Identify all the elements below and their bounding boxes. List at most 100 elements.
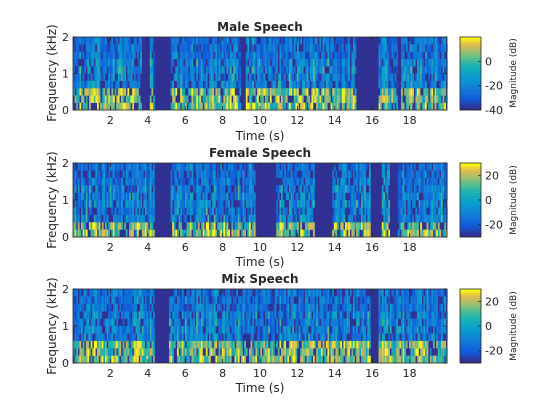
spectrogram-cell (357, 229, 360, 238)
spectrogram-cell (431, 73, 434, 81)
spectrogram-cell (133, 348, 136, 356)
spectrogram-cell (191, 102, 194, 111)
spectrogram-cell (388, 58, 390, 67)
spectrogram-cell (330, 311, 333, 319)
spectrogram-cell (226, 289, 229, 297)
spectrogram-cell (226, 222, 229, 230)
spectrogram-cell (308, 222, 310, 230)
spectrogram-cell (177, 102, 179, 111)
spectrogram-cell (284, 58, 286, 67)
spectrogram-cell (311, 185, 314, 193)
spectrogram-cell (287, 170, 290, 178)
spectrogram-cell (242, 192, 245, 201)
spectrogram-cell (125, 326, 128, 334)
spectrogram-cell (297, 200, 299, 208)
spectrogram-cell (301, 303, 304, 312)
spectrogram-cell (209, 95, 211, 103)
spectrogram-cell (353, 340, 355, 349)
spectrogram-cell (324, 51, 326, 60)
spectrogram-cell (293, 44, 296, 52)
spectrogram-cell (337, 95, 339, 103)
spectrogram-cell (76, 58, 78, 67)
spectrogram-cell (383, 66, 386, 74)
spectrogram-cell (92, 192, 94, 201)
spectrogram-cell (250, 326, 253, 334)
spectrogram-cell (410, 355, 413, 364)
spectrogram-cell (258, 289, 261, 297)
spectrogram-cell (79, 348, 82, 356)
spectrogram-cell (431, 229, 434, 238)
spectrogram-cell (300, 177, 302, 186)
spectrogram-cell (98, 51, 101, 60)
spectrogram-cell (133, 51, 136, 60)
spectrogram-cell (305, 340, 307, 349)
spectrogram-cell (441, 88, 443, 96)
spectrogram-cell (97, 88, 99, 96)
spectrogram-cell (308, 200, 310, 208)
spectrogram-cell (189, 340, 192, 349)
spectrogram-cell (305, 311, 307, 319)
spectrogram-cell (359, 333, 362, 341)
spectrogram-cell (76, 289, 78, 297)
spectrogram-cell (305, 66, 307, 74)
spectrogram-cell (365, 177, 368, 186)
spectrogram-cell (223, 318, 226, 327)
spectrogram-cell (258, 80, 261, 89)
spectrogram-cell (143, 200, 146, 208)
spectrogram-cell (108, 163, 110, 171)
spectrogram-cell (385, 102, 387, 111)
spectrogram-cell (226, 333, 229, 341)
spectrogram-cell (263, 340, 266, 349)
spectrogram-cell (207, 200, 210, 208)
spectrogram-cell (175, 303, 178, 312)
spectrogram-cell (124, 355, 126, 364)
spectrogram-cell (292, 326, 294, 334)
spectrogram-cell (106, 333, 109, 341)
colorbar-swatch (460, 170, 481, 173)
spectrogram-cell (111, 326, 114, 334)
spectrogram-cell (407, 296, 410, 304)
spectrogram-cell (418, 102, 421, 111)
spectrogram-cell (441, 44, 443, 52)
spectrogram-cell (180, 303, 182, 312)
spectrogram-cell (397, 163, 400, 171)
spectrogram-cell (212, 88, 214, 96)
spectrogram-cell (426, 311, 429, 319)
spectrogram-cell (295, 58, 298, 67)
spectrogram-cell (100, 177, 102, 186)
spectrogram-cell (84, 37, 86, 45)
spectrogram-cell (249, 222, 251, 230)
spectrogram-cell (181, 311, 184, 319)
spectrogram-cell (223, 326, 226, 334)
spectrogram-cell (172, 222, 174, 230)
spectrogram-cell (239, 207, 242, 215)
spectrogram-cell (252, 58, 254, 67)
spectrogram-cell (239, 303, 242, 312)
spectrogram-cell (84, 88, 86, 96)
spectrogram-cell (191, 177, 194, 186)
spectrogram-cell (327, 37, 330, 45)
spectrogram-cell (82, 192, 85, 201)
spectrogram-cell (209, 311, 211, 319)
spectrogram-cell (209, 214, 211, 223)
spectrogram-cell (92, 222, 94, 230)
spectrogram-cell (351, 311, 354, 319)
spectrogram-cell (293, 88, 296, 96)
spectrogram-cell (441, 163, 443, 171)
spectrogram-cell (257, 44, 259, 52)
spectrogram-cell (367, 214, 370, 223)
spectrogram-cell (298, 80, 301, 89)
spectrogram-cell (273, 44, 275, 52)
spectrogram-cell (263, 44, 266, 52)
spectrogram-cell (357, 311, 360, 319)
spectrogram-cell (79, 51, 82, 60)
spectrogram-cell (393, 355, 395, 364)
spectrogram-cell (170, 348, 173, 356)
spectrogram-cell (140, 311, 142, 319)
spectrogram-cell (215, 289, 218, 297)
spectrogram-cell (218, 102, 221, 111)
spectrogram-cell (218, 177, 221, 186)
spectrogram-cell (100, 348, 102, 356)
spectrogram-cell (420, 326, 422, 334)
spectrogram-cell (151, 200, 154, 208)
